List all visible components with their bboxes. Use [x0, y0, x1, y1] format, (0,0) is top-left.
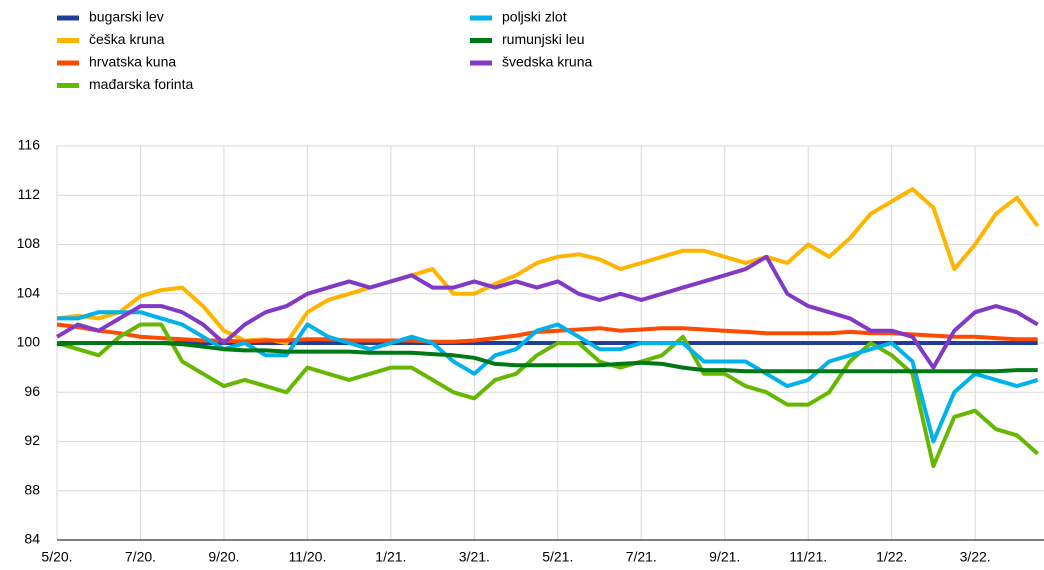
x-tick-label: 3/22.: [960, 549, 991, 565]
legend-label: hrvatska kuna: [89, 54, 176, 70]
x-tick-label: 7/21.: [626, 549, 657, 565]
legend-label: švedska kruna: [502, 54, 592, 70]
y-tick-label: 104: [17, 284, 41, 300]
y-tick-label: 112: [18, 186, 41, 202]
legend-label: rumunjski leu: [502, 31, 584, 47]
x-tick-label: 11/20.: [288, 549, 326, 565]
series-line: [56, 187, 1040, 345]
legend-label: bugarski lev: [89, 9, 164, 25]
x-tick-label: 7/20.: [125, 549, 156, 565]
y-tick-label: 100: [17, 334, 41, 350]
series-line: [56, 341, 1038, 374]
x-tick-label: 5/21.: [542, 549, 573, 565]
series-line: [55, 254, 1039, 370]
x-tick-label: 3/21.: [459, 549, 490, 565]
legend-label: mađarska forinta: [89, 76, 193, 92]
x-tick-label: 1/21.: [375, 549, 406, 565]
x-tick-label: 1/22.: [876, 549, 907, 565]
y-tick-label: 108: [17, 235, 41, 251]
x-tick-label: 5/20.: [41, 549, 72, 565]
x-tick-label: 11/21.: [789, 549, 827, 565]
y-tick-label: 84: [24, 531, 40, 547]
x-tick-label: 9/21.: [709, 549, 740, 565]
x-tick-label: 9/20.: [208, 549, 239, 565]
y-tick-label: 88: [24, 481, 40, 497]
y-tick-label: 92: [24, 432, 40, 448]
legend-label: poljski zlot: [502, 9, 567, 25]
y-tick-label: 96: [24, 383, 40, 399]
series-line: [56, 322, 1040, 469]
legend-label: češka kruna: [89, 31, 165, 47]
y-tick-label: 116: [18, 137, 41, 153]
